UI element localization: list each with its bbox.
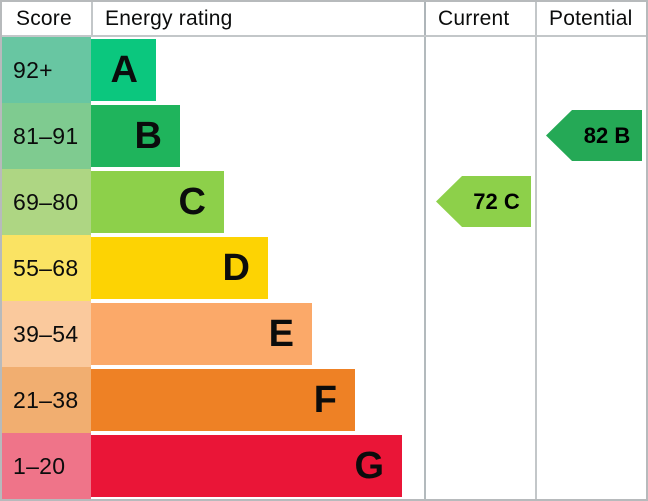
score-range-d: 55–68 (2, 235, 91, 301)
current-cell-a (424, 37, 535, 103)
chart-header-row: Score Energy rating Current Potential (2, 2, 646, 37)
rating-bar-g: G (91, 435, 402, 497)
rating-bar-c: C (91, 171, 224, 233)
potential-cell-g (535, 433, 646, 499)
rating-row-f: 21–38 F (2, 367, 646, 433)
potential-cell-e (535, 301, 646, 367)
potential-cell-c (535, 169, 646, 235)
score-range-g: 1–20 (2, 433, 91, 499)
potential-cell-b: 82 B (535, 103, 646, 169)
rating-row-a: 92+ A (2, 37, 646, 103)
rating-letter-d: D (222, 247, 250, 289)
current-cell-b (424, 103, 535, 169)
potential-rating-label: 82 B (583, 122, 631, 148)
rating-row-g: 1–20 G (2, 433, 646, 499)
header-current: Current (424, 2, 535, 35)
header-energy-rating: Energy rating (91, 2, 424, 35)
score-range-b: 81–91 (2, 103, 91, 169)
rating-bar-f: F (91, 369, 355, 431)
rating-letter-f: F (313, 379, 337, 421)
rating-letter-b: B (134, 115, 162, 157)
rating-bar-a: A (91, 39, 156, 101)
rating-letter-a: A (110, 49, 138, 91)
rating-letter-c: C (178, 181, 206, 223)
score-range-e: 39–54 (2, 301, 91, 367)
potential-cell-a (535, 37, 646, 103)
rating-row-e: 39–54 E (2, 301, 646, 367)
rating-letter-g: G (354, 445, 384, 487)
potential-rating-arrow: 82 B (546, 110, 642, 161)
rating-bar-d: D (91, 237, 268, 299)
potential-cell-d (535, 235, 646, 301)
rating-bar-b: B (91, 105, 180, 167)
rating-row-d: 55–68 D (2, 235, 646, 301)
score-range-f: 21–38 (2, 367, 91, 433)
score-range-c: 69–80 (2, 169, 91, 235)
header-score: Score (16, 6, 72, 30)
rating-row-b: 81–91 B 82 B (2, 103, 646, 169)
current-cell-d (424, 235, 535, 301)
score-range-a: 92+ (2, 37, 91, 103)
potential-cell-f (535, 367, 646, 433)
current-cell-c: 72 C (424, 169, 535, 235)
rating-row-c: 69–80 C 72 C (2, 169, 646, 235)
rating-bar-e: E (91, 303, 312, 365)
current-cell-g (424, 433, 535, 499)
rating-letter-e: E (268, 313, 294, 355)
header-potential: Potential (535, 2, 646, 35)
current-rating-label: 72 C (473, 188, 520, 214)
current-cell-e (424, 301, 535, 367)
current-rating-arrow: 72 C (436, 176, 531, 227)
current-cell-f (424, 367, 535, 433)
